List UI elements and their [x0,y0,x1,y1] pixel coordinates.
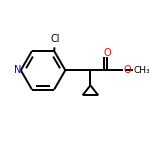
Text: O: O [124,65,131,75]
Text: O: O [103,48,111,59]
Text: N: N [14,65,21,75]
Text: CH₃: CH₃ [134,66,150,75]
Text: Cl: Cl [51,34,60,44]
